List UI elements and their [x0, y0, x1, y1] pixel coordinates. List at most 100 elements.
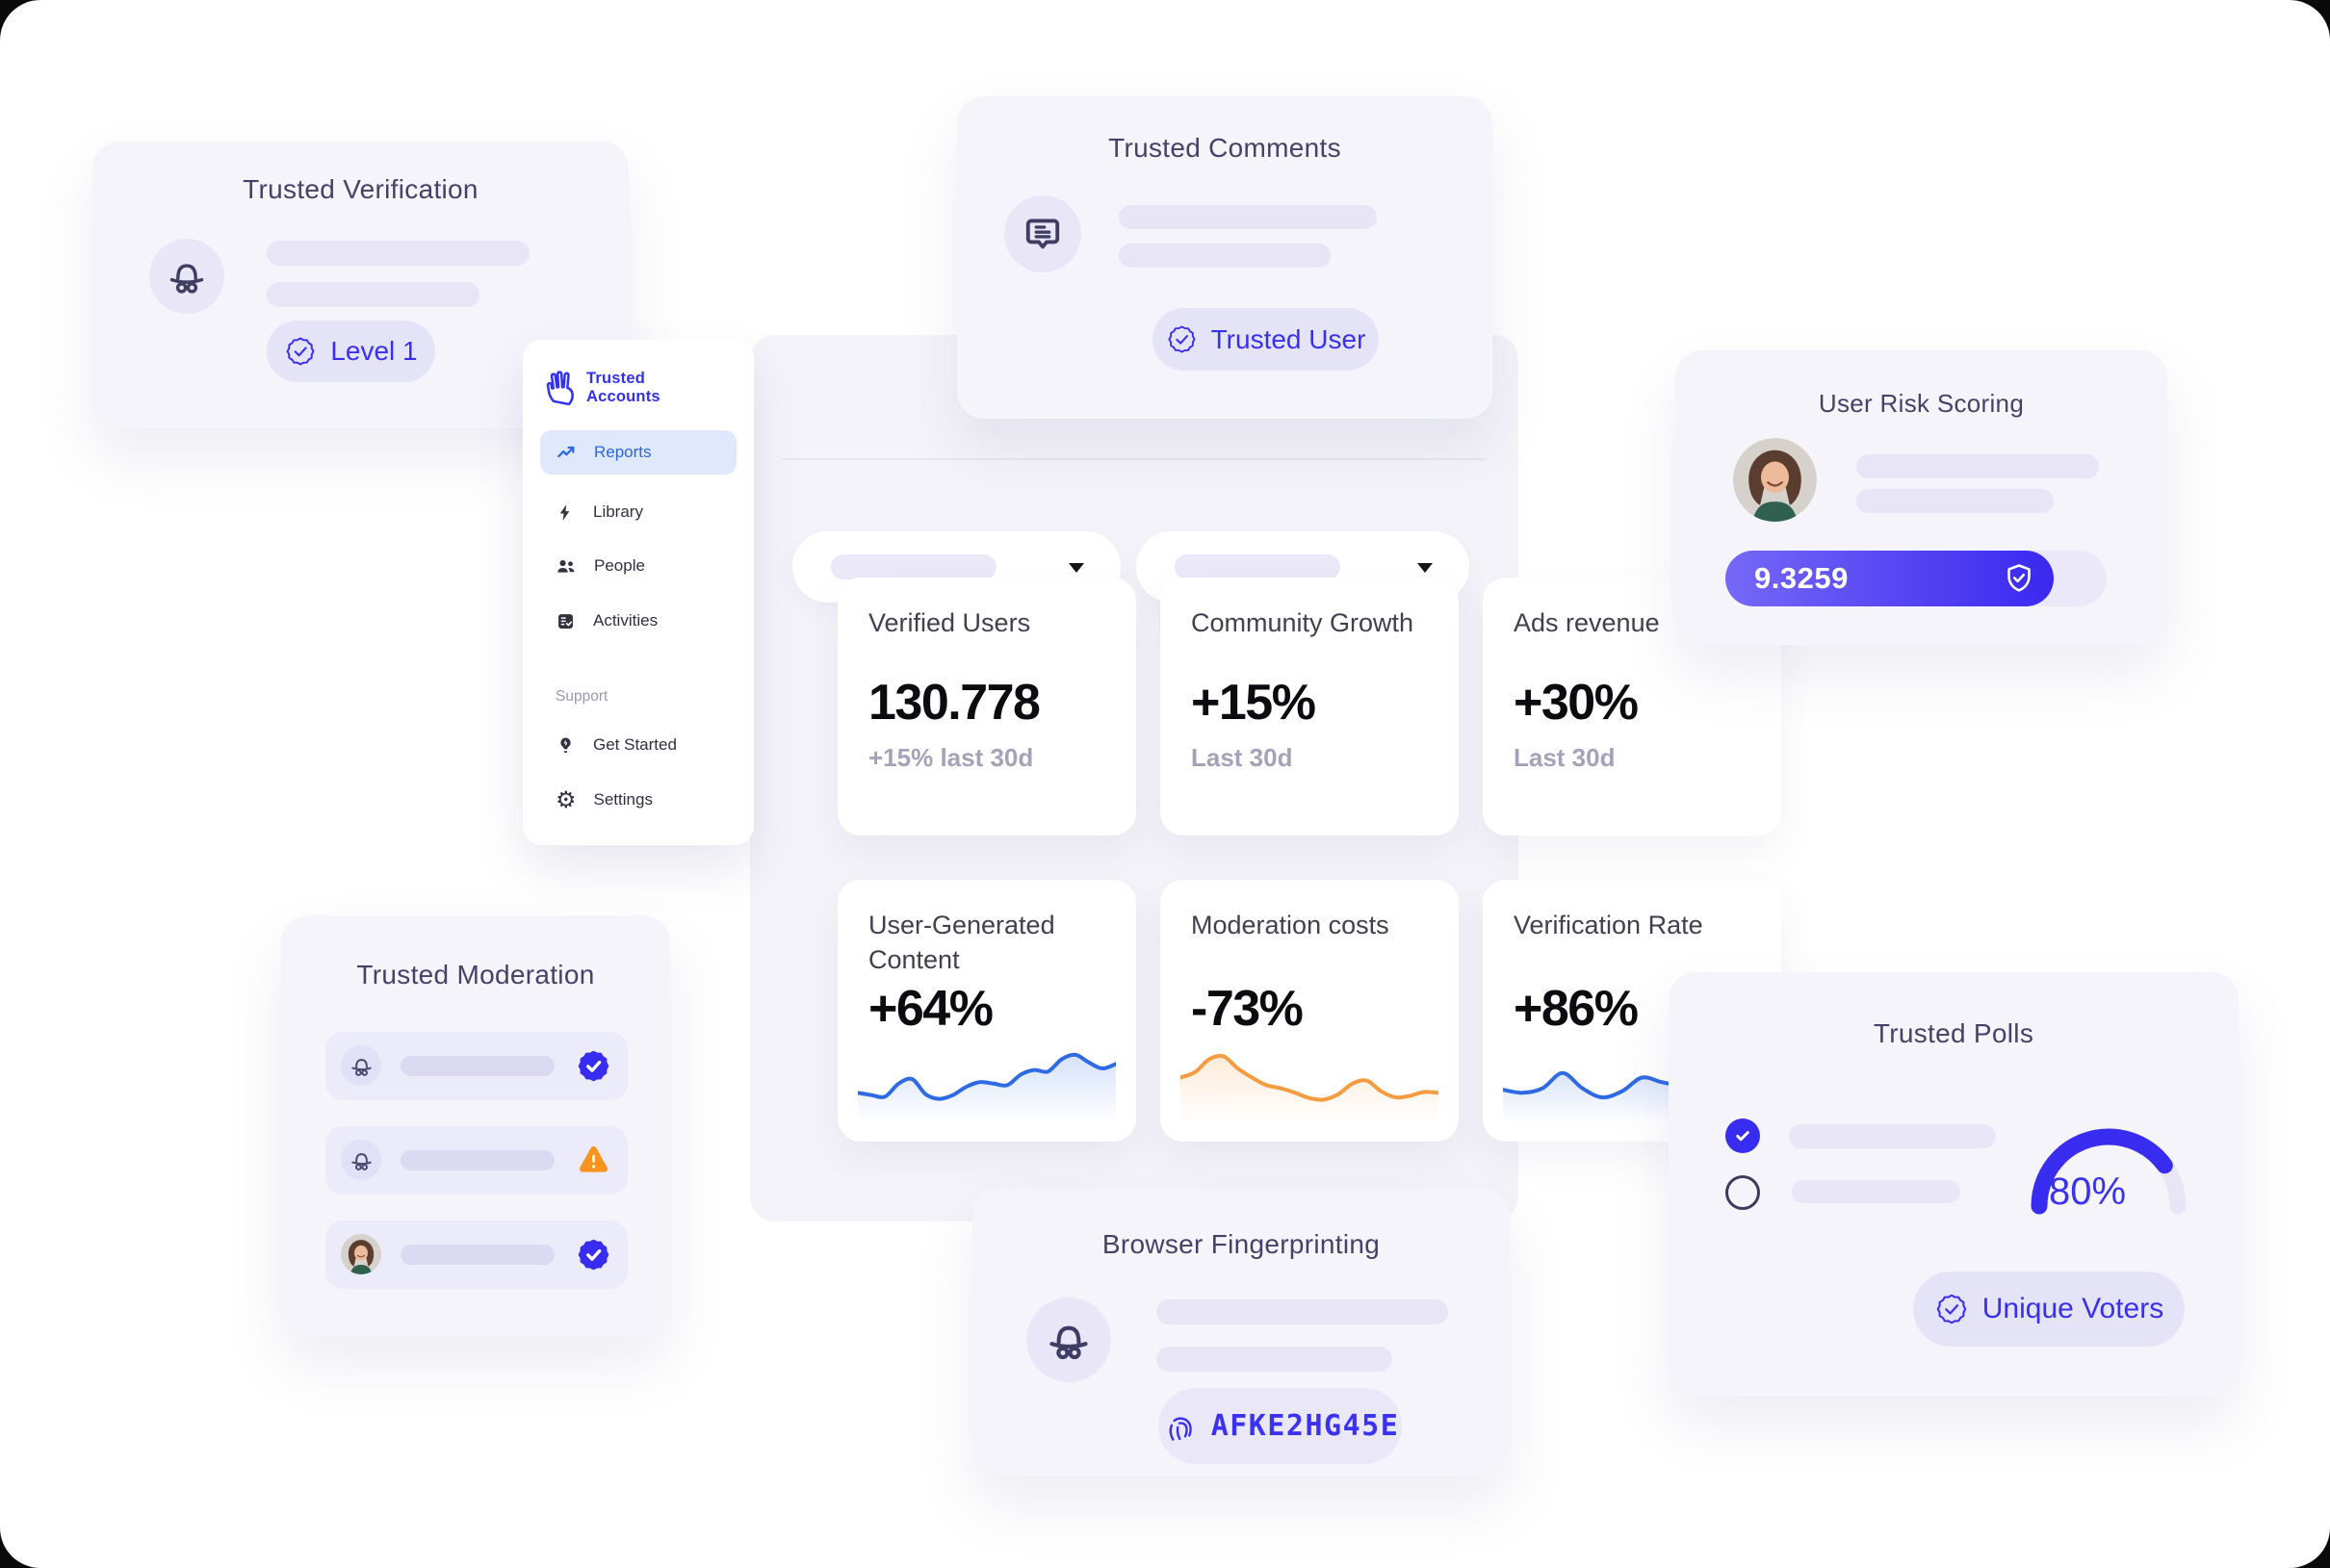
trusted-comments-card: Trusted Comments Trusted User: [957, 96, 1492, 419]
warning-triangle-icon: [580, 1146, 608, 1172]
trending-up-icon: [557, 446, 575, 458]
incognito-icon: [350, 1058, 372, 1076]
card-title: Trusted Comments: [1108, 133, 1341, 163]
sidebar-item-label: Get Started: [593, 735, 677, 754]
stat-value: +15%: [1191, 675, 1316, 731]
stat-title: Moderation costs: [1191, 911, 1389, 939]
sidebar-item-get-started[interactable]: Get Started: [540, 724, 737, 766]
sidebar-item-settings[interactable]: ⚙ Settings: [540, 779, 737, 821]
stat-subtext: Last 30d: [1191, 743, 1293, 772]
sidebar-item-label: Reports: [594, 443, 652, 461]
incognito-icon: [1049, 1325, 1088, 1360]
stat-value: -73%: [1191, 981, 1304, 1037]
verified-badge-icon: [578, 1239, 609, 1271]
comment-icon-circle: [1004, 195, 1081, 272]
avatar-placeholder: [149, 239, 224, 314]
logo-line2: Accounts: [586, 388, 660, 405]
risk-score-value: 9.3259: [1754, 561, 1849, 595]
avatar-photo: [1733, 438, 1817, 522]
stat-card-verified-users: Verified Users 130.778 +15% last 30d: [838, 578, 1136, 835]
text-skeleton: [401, 1150, 555, 1170]
text-skeleton: [1156, 1347, 1392, 1372]
avatar: [1733, 438, 1817, 522]
select-placeholder-skeleton: [1175, 554, 1340, 579]
sparkline-chart-blue: [858, 1052, 1116, 1123]
trusted-polls-card: Trusted Polls 80% Unique Voters: [1669, 972, 2239, 1396]
stat-value: +64%: [868, 981, 994, 1037]
level-badge: Level 1: [267, 321, 435, 382]
badge-check-icon: [1936, 1294, 1967, 1324]
moderation-row: [325, 1221, 628, 1289]
text-skeleton: [1156, 1299, 1448, 1324]
poll-option-skeleton: [1789, 1124, 1996, 1148]
text-skeleton: [1856, 454, 2099, 478]
stat-title: Verification Rate: [1514, 911, 1703, 939]
text-skeleton: [1119, 244, 1331, 268]
avatar: [341, 1234, 381, 1274]
people-icon: [557, 560, 575, 573]
stat-subtext: Last 30d: [1514, 743, 1616, 772]
incognito-icon: [169, 264, 204, 294]
card-title: Trusted Moderation: [356, 960, 595, 990]
sidebar-item-people[interactable]: People: [540, 545, 737, 587]
hand-logo-icon: [546, 371, 574, 405]
sidebar-item-activities[interactable]: Activities: [540, 600, 737, 642]
stat-card-moderation-costs: Moderation costs -73%: [1160, 880, 1459, 1142]
stat-title: Ads revenue: [1514, 608, 1660, 637]
text-skeleton: [1856, 489, 2054, 513]
text-skeleton: [267, 241, 530, 266]
sidebar-item-label: People: [594, 556, 645, 575]
stat-title: Verified Users: [868, 608, 1031, 637]
sidebar-item-label: Settings: [593, 790, 653, 809]
incognito-icon-circle: [1026, 1298, 1111, 1382]
risk-score-track: 9.3259: [1725, 551, 2107, 606]
lightbulb-icon: [560, 736, 571, 753]
sidebar-item-reports[interactable]: Reports: [540, 430, 737, 475]
trusted-verification-card: Trusted Verification Level 1: [92, 141, 629, 428]
avatar-photo: [341, 1234, 381, 1274]
poll-option-radio-checked[interactable]: [1725, 1118, 1760, 1153]
select-placeholder-skeleton: [831, 554, 997, 579]
incognito-icon-circle: [341, 1045, 381, 1086]
chevron-down-icon: [1417, 563, 1433, 573]
badge-label: Trusted User: [1210, 323, 1366, 354]
unique-voters-badge: Unique Voters: [1913, 1272, 2185, 1347]
sidebar-item-label: Activities: [593, 611, 659, 630]
stat-value: 130.778: [868, 675, 1041, 731]
sidebar-item-label: Library: [593, 502, 643, 521]
moderation-row: [325, 1126, 628, 1195]
browser-fingerprinting-card: Browser Fingerprinting AFKE2HG45E: [972, 1189, 1510, 1476]
badge-label: Level 1: [330, 336, 418, 366]
logo-text: Trusted Accounts: [586, 370, 660, 406]
poll-option-radio-unchecked[interactable]: [1725, 1175, 1760, 1210]
card-title: User Risk Scoring: [1818, 389, 2025, 418]
comment-icon: [1025, 218, 1060, 249]
text-skeleton: [401, 1056, 555, 1076]
gauge-chart: [2031, 1128, 2187, 1215]
stat-card-community-growth: Community Growth +15% Last 30d: [1160, 578, 1459, 835]
badge-check-icon: [1168, 325, 1196, 353]
checklist-icon: [558, 613, 573, 629]
stat-card-user-generated-content: User-Generated Content +64%: [838, 880, 1136, 1142]
incognito-icon: [350, 1152, 372, 1170]
check-icon: [1736, 1131, 1749, 1142]
card-title: Trusted Verification: [243, 174, 479, 204]
moderation-row: [325, 1032, 628, 1100]
user-risk-scoring-card: User Risk Scoring 9.3259: [1675, 350, 2167, 645]
text-skeleton: [1119, 205, 1377, 229]
sidebar-item-library[interactable]: Library: [540, 491, 737, 533]
gear-icon: ⚙: [556, 786, 577, 813]
trusted-user-badge: Trusted User: [1152, 308, 1379, 371]
trusted-moderation-card: Trusted Moderation: [281, 915, 670, 1336]
stat-value: +30%: [1514, 675, 1639, 731]
gauge-value-label: 80%: [2048, 1170, 2127, 1213]
logo-line1: Trusted: [586, 370, 645, 387]
verified-badge-icon: [578, 1050, 609, 1082]
bolt-icon: [559, 503, 570, 521]
stat-subtext: +15% last 30d: [868, 743, 1034, 772]
badge-check-icon: [286, 337, 315, 366]
fingerprint-code: AFKE2HG45E: [1210, 1409, 1400, 1443]
text-skeleton: [401, 1245, 555, 1265]
stat-value: +86%: [1514, 981, 1639, 1037]
